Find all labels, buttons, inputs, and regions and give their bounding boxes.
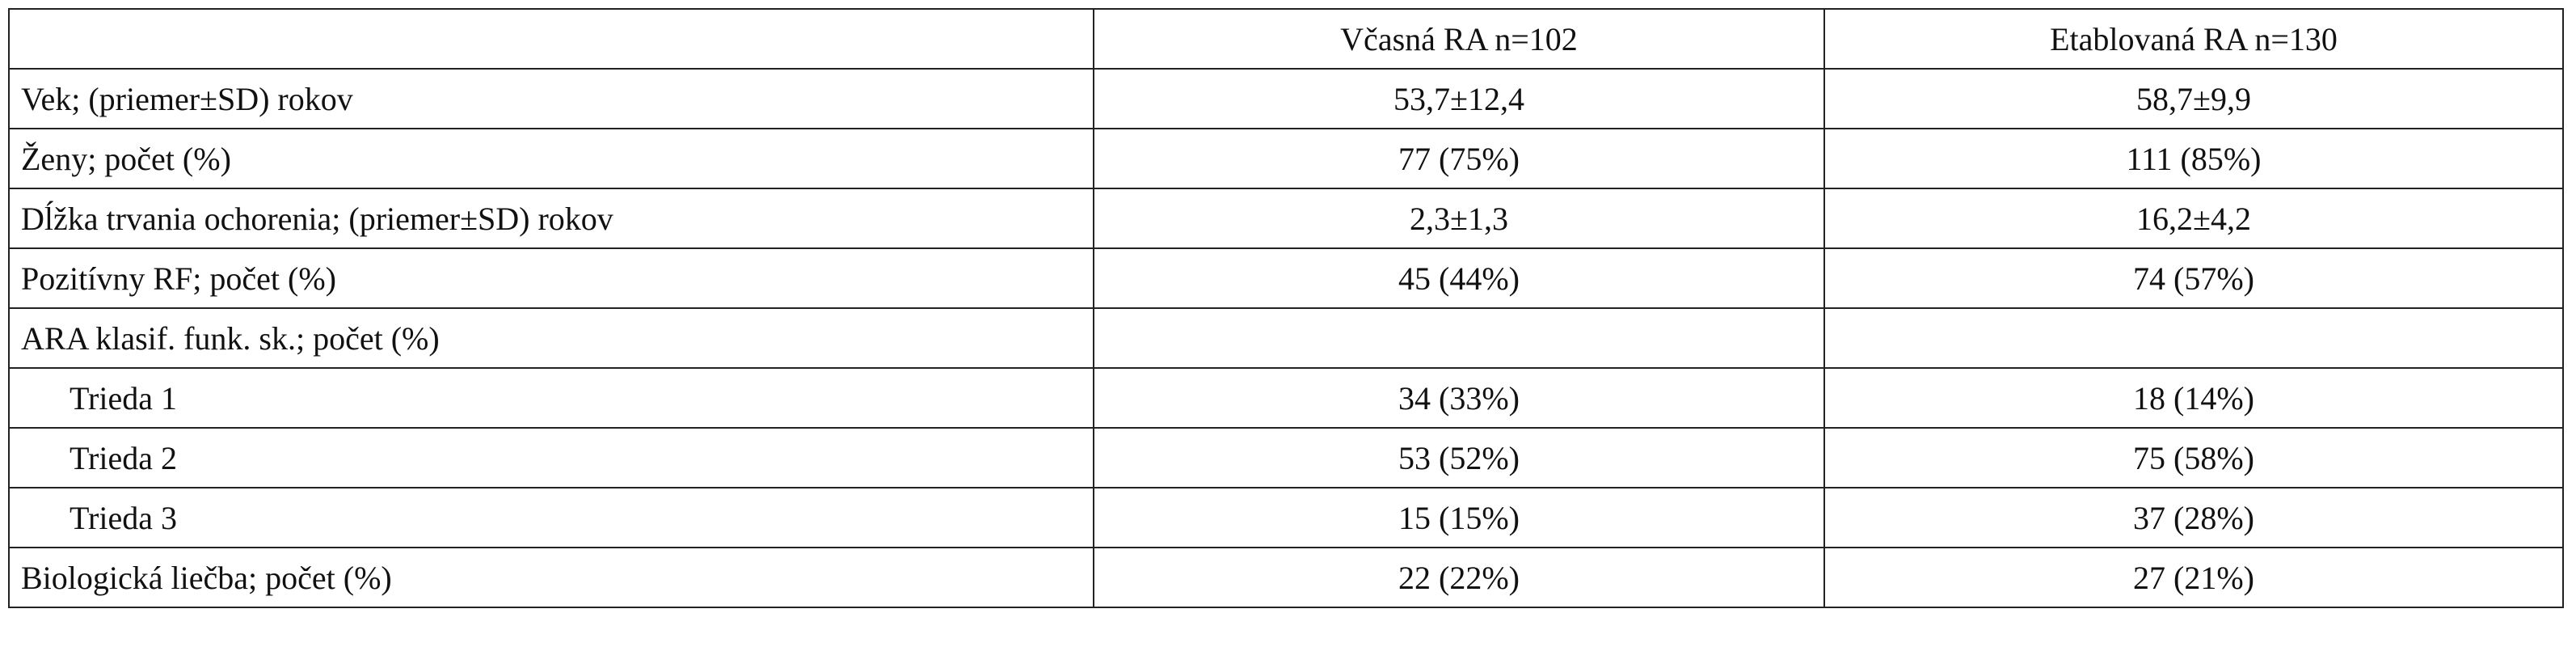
row: Biologická liečba; počet (%) 22 (22%) 27 (… [8,547,2564,608]
cell: 53 (52%) [1093,427,1825,488]
cell: 77 (75%) [1093,128,1825,189]
data-table: Včasná RA n=102 Etablovaná RA n=130 Vek;… [8,8,2564,608]
header-cell: Včasná RA n=102 [1093,8,1825,70]
cell: 45 (44%) [1093,247,1825,309]
row: Dĺžka trvania ochorenia; (priemer±SD) ro… [8,188,2564,249]
row-label: Pozitívny RF; počet (%) [8,247,1094,309]
cell: 15 (15%) [1093,487,1825,548]
row-label: Dĺžka trvania ochorenia; (priemer±SD) ro… [8,188,1094,249]
row: Trieda 1 34 (33%) 18 (14%) [8,367,2564,429]
cell: 74 (57%) [1823,247,2564,309]
cell: 18 (14%) [1823,367,2564,429]
row: Trieda 3 15 (15%) 37 (28%) [8,487,2564,548]
header-cell: Etablovaná RA n=130 [1823,8,2564,70]
row: Vek; (priemer±SD) rokov 53,7±12,4 58,7±9,9 [8,68,2564,129]
row-label: Trieda 3 [8,487,1094,548]
cell: 111 (85%) [1823,128,2564,189]
row-label: Vek; (priemer±SD) rokov [8,68,1094,129]
row: Trieda 2 53 (52%) 75 (58%) [8,427,2564,488]
empty-cell [1093,307,1825,369]
row: Ženy; počet (%) 77 (75%) 111 (85%) [8,128,2564,189]
cell: 58,7±9,9 [1823,68,2564,129]
cell: 53,7±12,4 [1093,68,1825,129]
cell: 34 (33%) [1093,367,1825,429]
row-label: Trieda 1 [8,367,1094,429]
row-label: Biologická liečba; počet (%) [8,547,1094,608]
cell: 27 (21%) [1823,547,2564,608]
row-label: ARA klasif. funk. sk.; počet (%) [8,307,1094,369]
cell: 37 (28%) [1823,487,2564,548]
header-row: Včasná RA n=102 Etablovaná RA n=130 [8,8,2564,70]
cell: 22 (22%) [1093,547,1825,608]
row: Pozitívny RF; počet (%) 45 (44%) 74 (57%) [8,247,2564,309]
cell: 75 (58%) [1823,427,2564,488]
cell: 16,2±4,2 [1823,188,2564,249]
empty-cell [8,8,1094,70]
row-label: Ženy; počet (%) [8,128,1094,189]
row: ARA klasif. funk. sk.; počet (%) [8,307,2564,369]
cell: 2,3±1,3 [1093,188,1825,249]
empty-cell [1823,307,2564,369]
row-label: Trieda 2 [8,427,1094,488]
